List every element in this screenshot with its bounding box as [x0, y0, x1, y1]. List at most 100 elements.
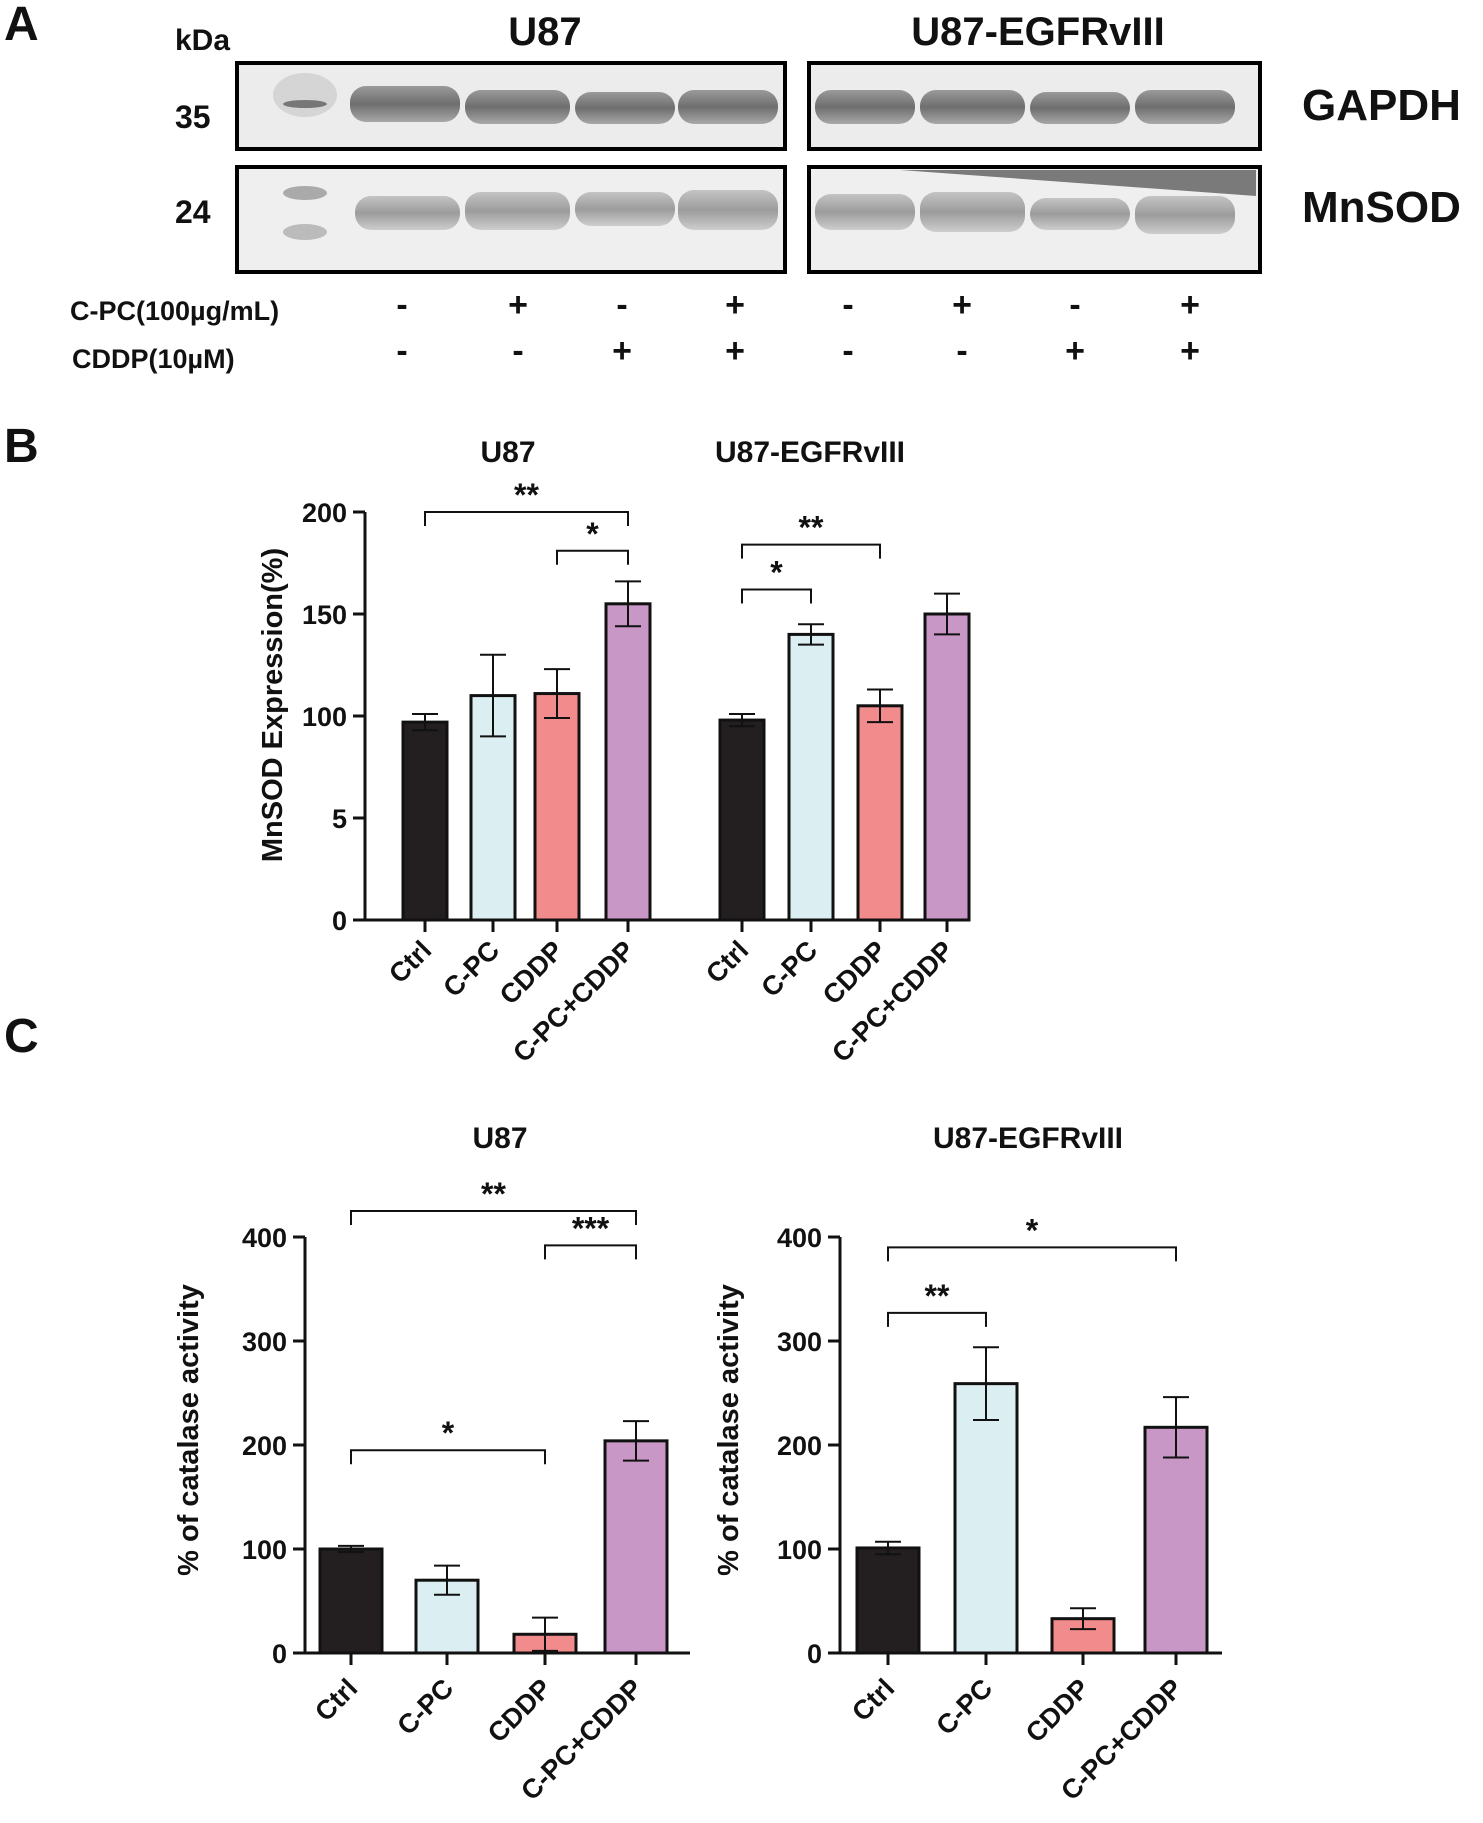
treatment-sign: + [1180, 332, 1200, 370]
treatment-sign: - [1069, 286, 1080, 324]
chart-c2-x-tick-label: C-PC [930, 1673, 998, 1741]
chart-c2-y-tick-label: 100 [777, 1535, 822, 1565]
treatment-label-cpc: C-PC(100µg/mL) [70, 296, 279, 326]
chart-c2-bar [855, 1546, 921, 1655]
chart-c2-ylabel: % of catalase activity [713, 1284, 745, 1576]
chart-b-u87-bar [533, 692, 581, 922]
chart-b-y-tick-label: 200 [302, 498, 347, 528]
treatment-sign: - [396, 286, 407, 324]
chart-c2-title: U87-EGFRvIII [933, 1122, 1123, 1155]
chart-c1-x-tick-label: Ctrl [309, 1673, 363, 1727]
chart-c2-x-tick-label: Ctrl [846, 1673, 900, 1727]
chart-c1-significance-label: ** [481, 1176, 506, 1212]
treatment-sign: + [1180, 286, 1200, 324]
chart-b-egfrviii-bar [923, 612, 971, 922]
marker-24-label: 24 [175, 194, 211, 230]
chart-b-y-tick-label: 150 [302, 600, 347, 630]
chart-c1-y-tick-label: 0 [272, 1639, 287, 1669]
blot-gapdh-u87 [235, 61, 787, 151]
chart-b-egfrviii-bar [856, 704, 904, 922]
blot-mnsod-u87 [235, 165, 787, 274]
chart-c1-significance-bracket [544, 1244, 637, 1260]
blot-group-title-egfrviii: U87-EGFRvIII [911, 10, 1164, 54]
kda-label: kDa [175, 24, 230, 57]
chart-b-egfrviii-significance-bracket [741, 588, 812, 604]
chart-b-y-tick-label: 100 [302, 702, 347, 732]
treatment-sign: - [842, 332, 853, 370]
chart-c1-y-tick-label: 100 [242, 1535, 287, 1565]
panel-a: A kDa U87 U87-EGFRvIII 35 24 GAPDH MnSOD [4, 0, 1461, 374]
chart-c2-x-tick-label: CDDP [1020, 1673, 1095, 1748]
chart-b-title-egfrviii: U87-EGFRvIII [715, 436, 905, 469]
chart-b-u87-significance-bracket [556, 549, 629, 565]
chart-c1-bar [318, 1547, 384, 1655]
protein-label-gapdh: GAPDH [1302, 81, 1461, 130]
chart-c1-significance-bracket [350, 1210, 637, 1225]
protein-label-mnsod: MnSOD [1302, 183, 1461, 232]
chart-b-egfrviii-significance-label: ** [799, 510, 824, 546]
chart-c1-significance-bracket [350, 1449, 546, 1465]
chart-c2-y-tick-label: 200 [777, 1431, 822, 1461]
chart-b-ylabel: MnSOD Expression(%) [257, 548, 289, 862]
chart-c2-bar [1143, 1425, 1209, 1655]
chart-b-egfrviii-x-tick-label: C-PC [755, 935, 823, 1003]
panel-a-letter: A [4, 0, 39, 51]
treatment-sign: + [952, 286, 972, 324]
chart-b-y-tick-label: 0 [332, 906, 347, 936]
chart-c2-bar [953, 1382, 1019, 1655]
chart-b-u87-bar [401, 720, 449, 922]
treatment-sign: + [1065, 332, 1085, 370]
chart-c2-y-tick-label: 300 [777, 1327, 822, 1357]
chart-b-egfrviii-x-tick-label: Ctrl [700, 935, 754, 989]
treatment-sign: + [725, 286, 745, 324]
chart-c1-y-tick-label: 300 [242, 1327, 287, 1357]
chart-b-u87-bar [604, 602, 652, 922]
treatment-sign: - [512, 332, 523, 370]
blot-mnsod-egfrviii [807, 165, 1262, 274]
chart-b-u87-significance-bracket [424, 511, 629, 526]
chart-b-egfrviii-bar [787, 632, 835, 922]
panel-c-letter: C [4, 1010, 39, 1063]
chart-b-egfrviii-bar [718, 718, 766, 922]
chart-c1-y-tick-label: 200 [242, 1431, 287, 1461]
treatment-label-cddp: CDDP(10µM) [72, 344, 235, 374]
treatment-sign: + [612, 332, 632, 370]
chart-b-egfrviii-significance-label: * [770, 555, 783, 591]
panel-c: C U87 % of catalase activity 400 300 200 10… [4, 1010, 1222, 1806]
panel-b: B U87 U87-EGFRvIII MnSOD Expression(%) 2… [4, 420, 971, 1068]
chart-b-u87-x-tick-label: Ctrl [383, 935, 437, 989]
chart-c1-x-tick-label: C-PC [391, 1673, 459, 1741]
panel-b-letter: B [4, 420, 39, 473]
chart-c1-bar [603, 1439, 669, 1655]
marker-35-label: 35 [175, 99, 211, 135]
blot-gapdh-egfrviii [807, 61, 1262, 151]
treatment-sign: - [396, 332, 407, 370]
treatment-signs-cpc: - + - + - + - + [396, 286, 1200, 324]
chart-c1-title: U87 [472, 1122, 527, 1155]
chart-c2-significance-label: * [1026, 1212, 1039, 1248]
chart-b-y-tick-label: 5 [332, 804, 347, 834]
chart-c2-significance-bracket [887, 1246, 1177, 1262]
treatment-sign: - [616, 286, 627, 324]
treatment-sign: - [956, 332, 967, 370]
chart-b-u87-x-tick-label: C-PC [437, 935, 505, 1003]
chart-b-u87-significance-label: * [586, 516, 599, 552]
treatment-sign: + [725, 332, 745, 370]
treatment-sign: - [842, 286, 853, 324]
blot-group-title-u87: U87 [508, 10, 581, 54]
chart-c1-y-tick-label: 400 [242, 1223, 287, 1253]
chart-c1-x-tick-label: CDDP [482, 1673, 557, 1748]
chart-c2-significance-bracket [887, 1311, 987, 1327]
treatment-signs-cddp: - - + + - - + + [396, 332, 1200, 370]
chart-b-egfrviii-significance-bracket [741, 543, 881, 559]
chart-c2-significance-label: ** [925, 1278, 950, 1314]
chart-b-title-u87: U87 [480, 436, 535, 469]
chart-b-u87-significance-label: ** [514, 477, 539, 513]
chart-c1-significance-label: * [442, 1415, 455, 1451]
chart-c1-ylabel: % of catalase activity [173, 1284, 205, 1576]
chart-c2-y-tick-label: 0 [807, 1639, 822, 1669]
